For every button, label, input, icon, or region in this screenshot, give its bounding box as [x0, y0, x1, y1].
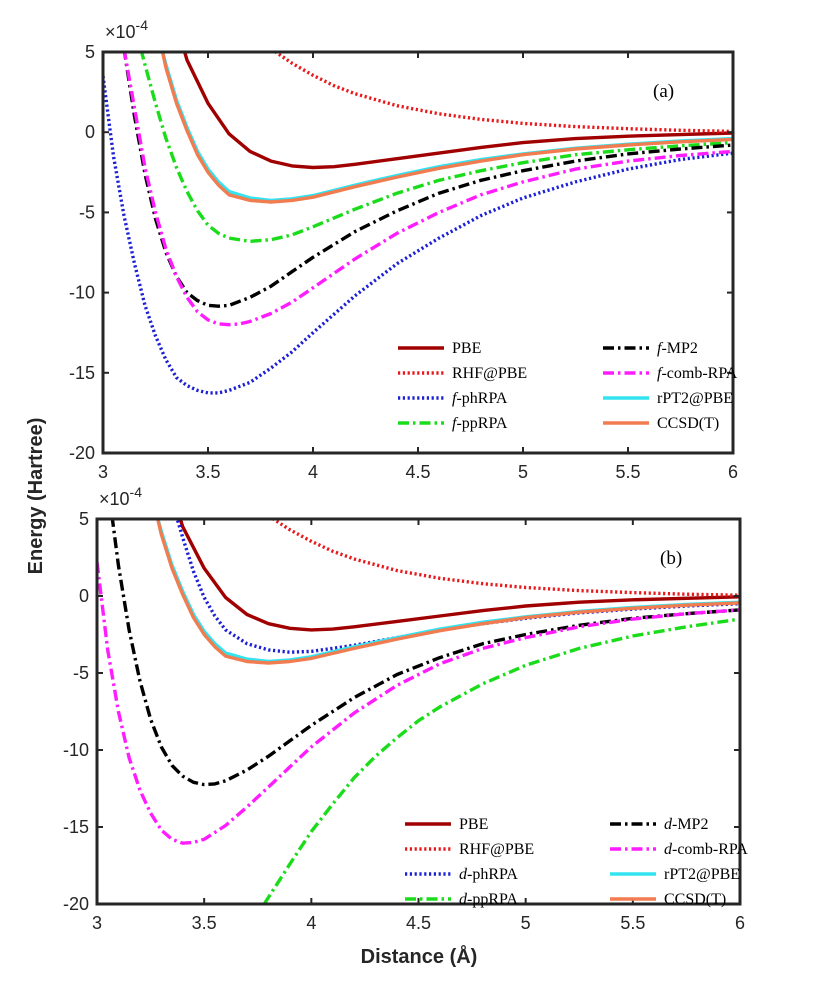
y-tick-label: 5: [85, 42, 95, 62]
y-exponent-label: ×10-4: [99, 484, 142, 509]
series-line-d-MP2: [110, 519, 740, 787]
legend-entry: PBE: [459, 816, 488, 833]
legend-entry: RHF@PBE: [452, 365, 527, 382]
panels-group: 3 3.5 4 4.5 5 5.5 6 5 0 -5 -10 -15 -20 ×10-4 (a) PBE RHF…: [63, 17, 748, 933]
y-tick-label: -10: [63, 740, 89, 760]
legend-entry: rPT2@PBE: [664, 866, 740, 883]
legend-entry: PBE: [452, 340, 481, 357]
series-line-f-phRPA: [103, 75, 733, 395]
axes-frame: [95, 517, 742, 906]
legend-entry: f-MP2: [657, 340, 698, 357]
panel-label: (b): [660, 548, 682, 569]
x-tick-label: 4: [306, 913, 316, 933]
legend-entry: f-ppRPA: [452, 415, 508, 432]
y-tick-label: 0: [85, 122, 95, 142]
x-tick-label: 5: [521, 913, 531, 933]
y-tick-label: 5: [79, 509, 89, 529]
y-tick-label: -15: [69, 363, 95, 383]
x-tick-label: 6: [735, 913, 745, 933]
panel-b: 3 3.5 4 4.5 5 5.5 6 5 0 -5 -10 -15 -20 ×10-4 (b) PBE RHF…: [63, 484, 748, 933]
legend-entry: f-phRPA: [452, 390, 508, 407]
series-line-f-comb-RPA: [122, 52, 733, 327]
legend-entry: RHF@PBE: [459, 841, 534, 858]
series-group: [97, 519, 740, 904]
legend-entry: d-comb-RPA: [664, 841, 748, 858]
series-line-d-ppRPA: [262, 617, 740, 904]
x-tick-label: 3: [92, 913, 102, 933]
legend-entry: d-MP2: [664, 816, 708, 833]
series-line-RHF@PBE: [272, 52, 733, 134]
y-tick-label: -5: [73, 663, 89, 683]
series-line-RHF@PBE: [270, 519, 740, 597]
legend-entry: rPT2@PBE: [657, 390, 733, 407]
series-line-rPT2@PBE: [156, 519, 740, 664]
x-tick-label: 3.5: [192, 913, 217, 933]
x-tick-label: 3: [98, 462, 108, 482]
x-axis-label: Distance (Å): [361, 944, 478, 968]
axes-frame: [101, 50, 735, 455]
y-tick-label: -15: [63, 817, 89, 837]
series-line-PBE: [182, 52, 733, 170]
legend: PBE RHF@PBE f-phRPA f-ppRPA f-MP2 f-comb-RPA r…: [398, 340, 738, 432]
y-tick-label: 0: [79, 586, 89, 606]
series-group: [103, 52, 733, 395]
series-line-PBE: [178, 519, 740, 632]
legend-entry: CCSD(T): [657, 415, 719, 432]
series-line-d-comb-RPA: [97, 561, 740, 845]
legend: PBE RHF@PBE d-phRPA d-ppRPA d-MP2 d-comb-RPA r…: [405, 816, 748, 908]
x-tick-label: 6: [728, 462, 738, 482]
legend-entry: CCSD(T): [664, 891, 726, 908]
x-tick-label: 4.5: [406, 913, 431, 933]
series-line-rPT2@PBE: [160, 52, 733, 203]
y-tick-label: -20: [69, 443, 95, 463]
y-tick-label: -10: [69, 283, 95, 303]
panel-a: 3 3.5 4 4.5 5 5.5 6 5 0 -5 -10 -15 -20 ×10-4 (a) PBE RHF…: [69, 17, 738, 482]
y-exponent-label: ×10-4: [105, 17, 148, 42]
x-tick-label: 5.5: [620, 913, 645, 933]
x-tick-label: 4: [308, 462, 318, 482]
y-axis-label: Energy (Hartree): [25, 418, 47, 575]
series-line-CCSD(T): [160, 52, 733, 204]
x-tick-label: 4.5: [405, 462, 430, 482]
series-line-f-ppRPA: [139, 52, 733, 243]
series-line-CCSD(T): [155, 519, 740, 665]
x-tick-label: 5.5: [615, 462, 640, 482]
y-tick-label: -20: [63, 894, 89, 914]
x-tick-label: 3.5: [195, 462, 220, 482]
panel-label: (a): [653, 81, 674, 102]
x-tick-label: 5: [518, 462, 528, 482]
legend-entry: f-comb-RPA: [657, 365, 738, 382]
y-tick-label: -5: [79, 202, 95, 222]
legend-entry: d-ppRPA: [459, 891, 518, 908]
legend-entry: d-phRPA: [459, 866, 518, 883]
